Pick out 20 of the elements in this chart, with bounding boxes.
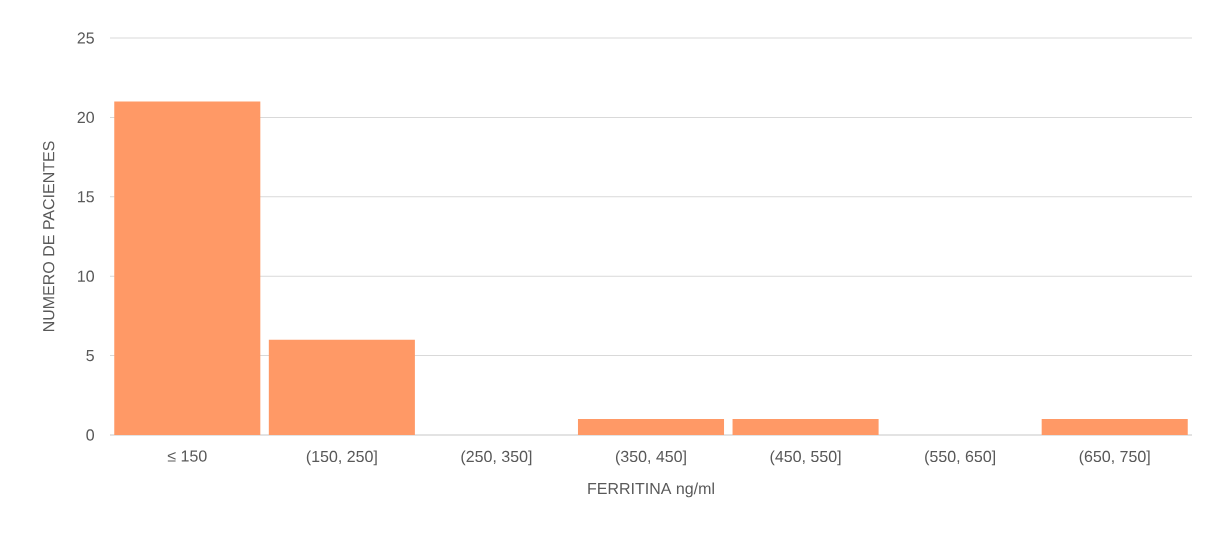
bar (114, 101, 261, 435)
x-tick-label: (150, 250] (306, 450, 377, 466)
x-tick-label: (550, 650] (925, 450, 995, 466)
y-tick-label: 5 (86, 350, 94, 362)
y-tick-label: 25 (77, 32, 94, 44)
y-tick-label: 0 (86, 429, 95, 441)
bar (1041, 419, 1188, 435)
x-tick-label: ≤ 150 (167, 450, 207, 462)
x-tick-label: (650, 750] (1079, 450, 1150, 466)
y-tick-label: 10 (78, 270, 95, 282)
x-tick-label: (350, 450] (615, 450, 686, 466)
y-axis-title: NUMERO DE PACIENTES (43, 141, 55, 332)
x-tick-label: (250, 350] (461, 450, 532, 466)
x-tick-label: (450, 550] (770, 450, 841, 466)
y-tick-label: 20 (77, 111, 95, 124)
bar (268, 339, 415, 435)
bar (732, 419, 879, 435)
x-axis-title: FERRITINA ng/ml (588, 482, 714, 498)
bar (577, 419, 725, 435)
y-tick-label: 15 (78, 191, 94, 203)
